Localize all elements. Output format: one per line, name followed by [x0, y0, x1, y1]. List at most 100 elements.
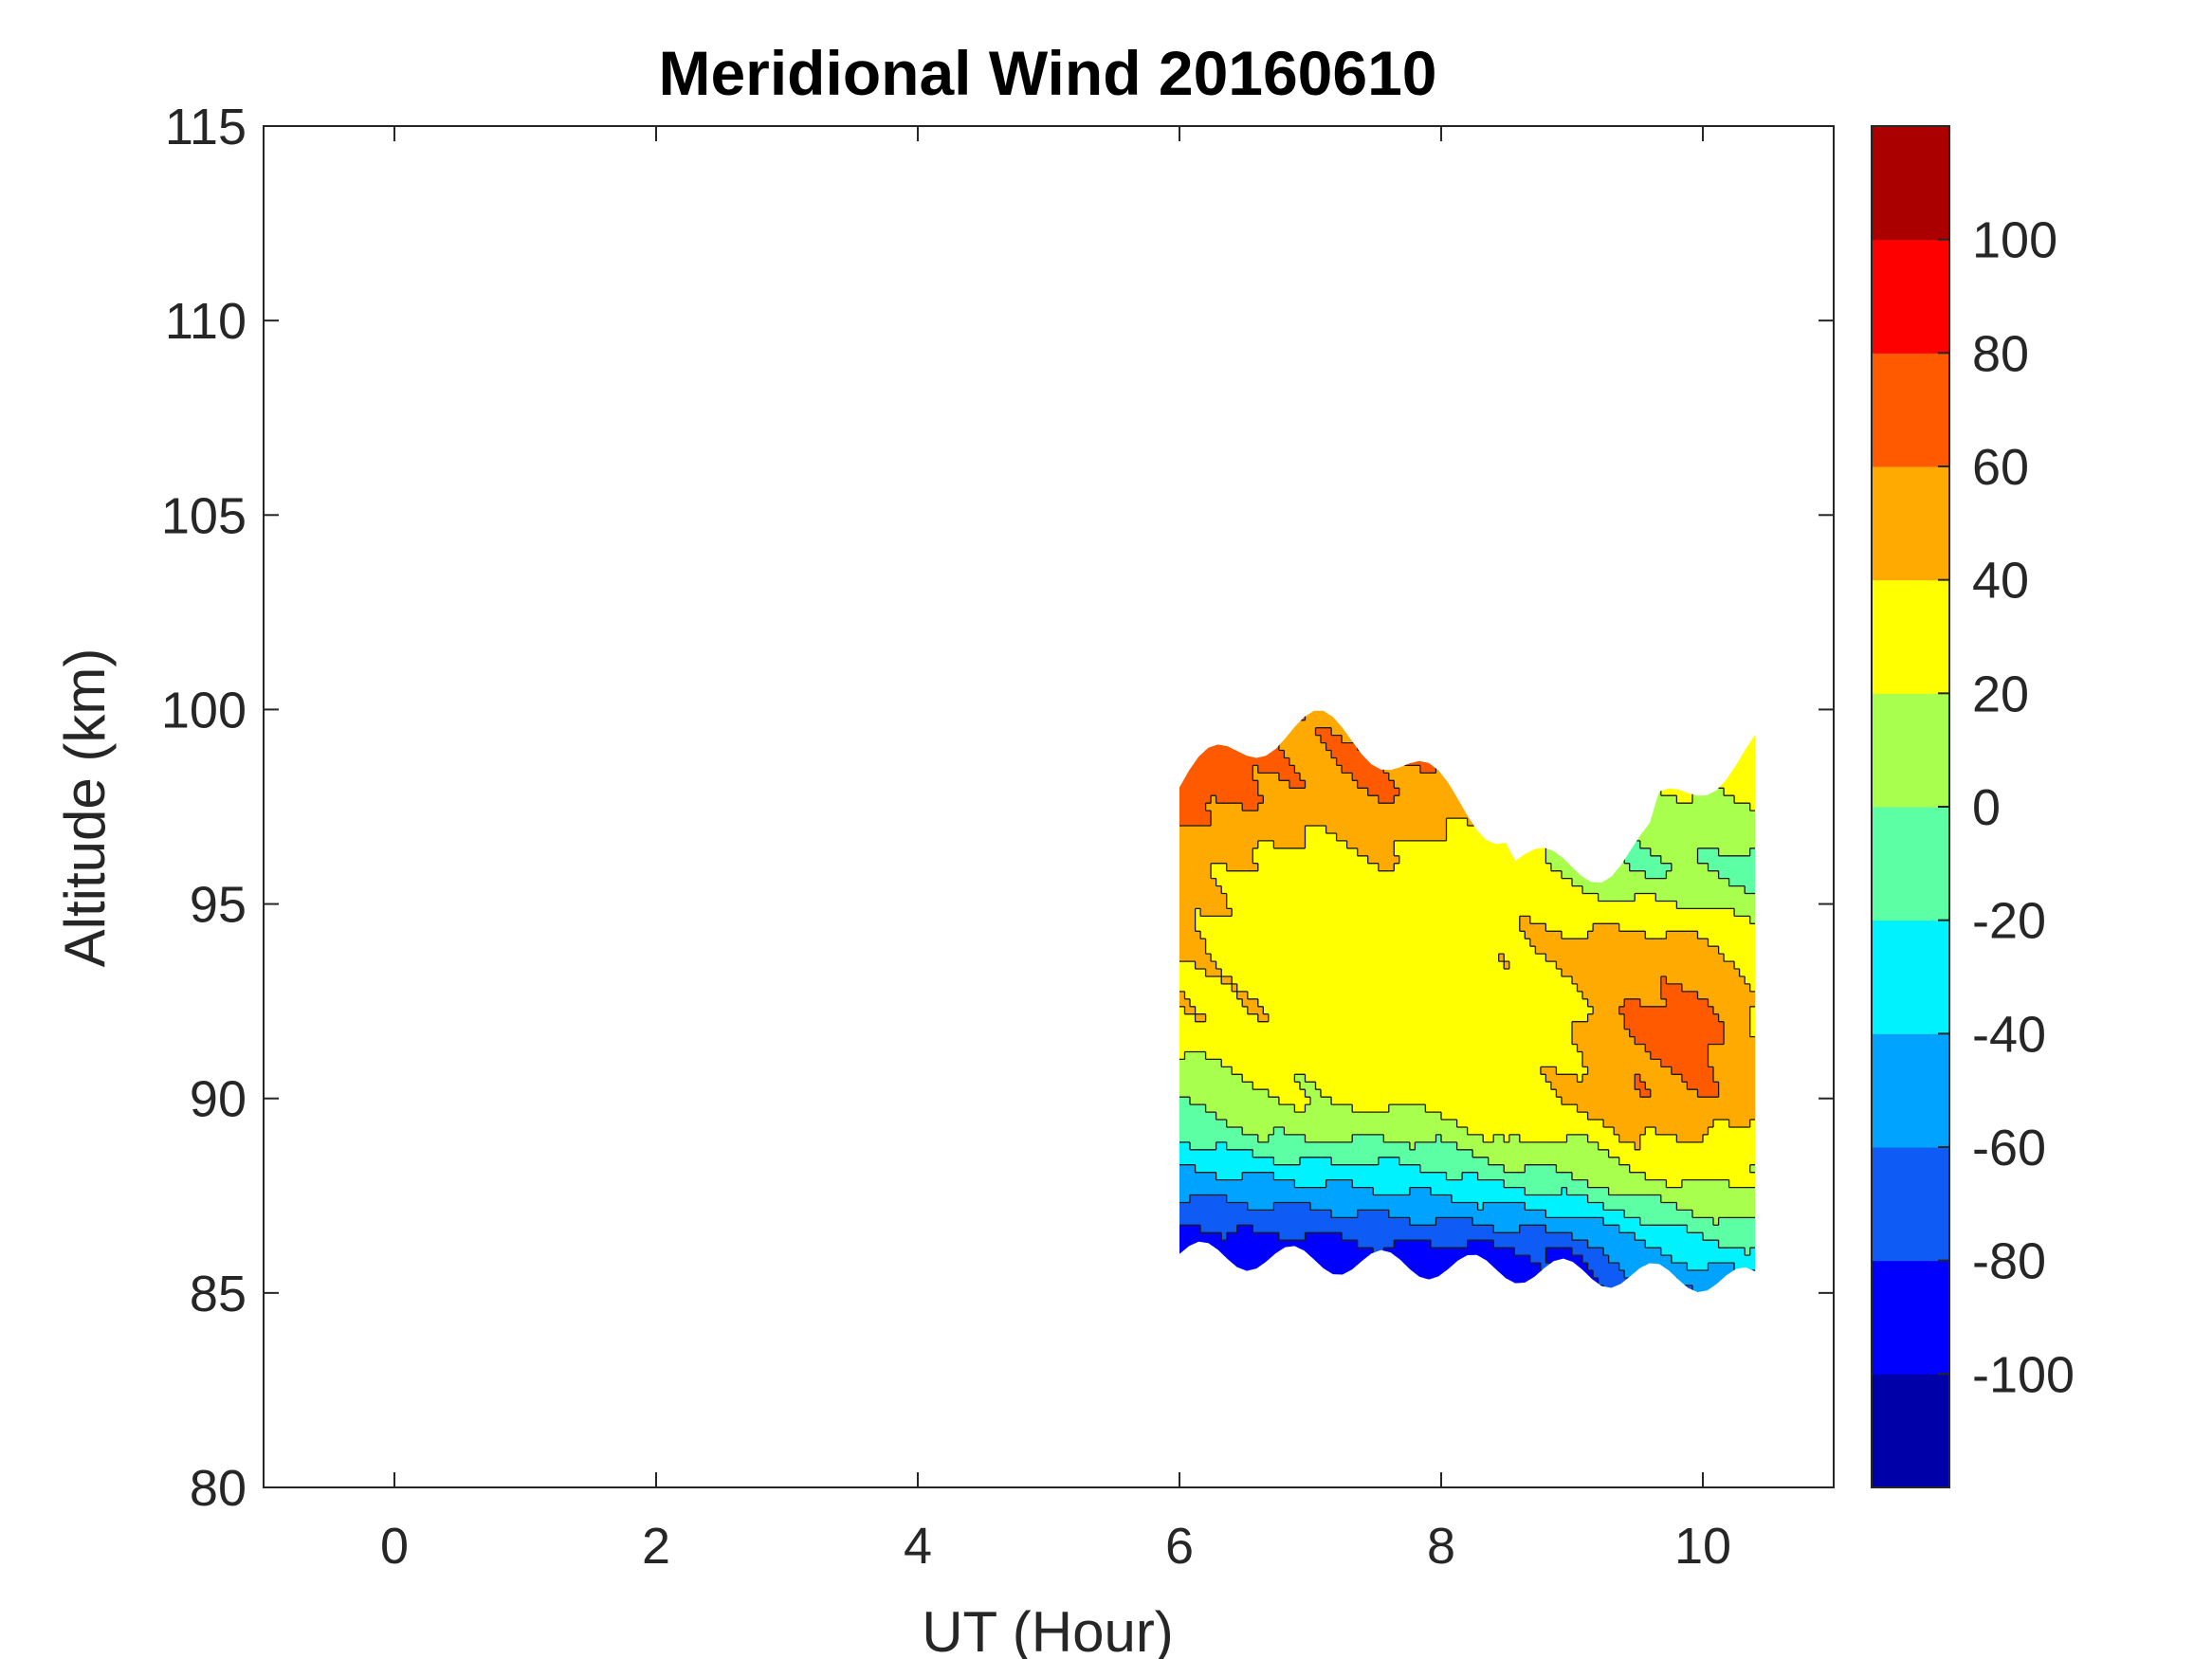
- contour-cell: [1352, 1074, 1359, 1083]
- contour-cell: [1367, 773, 1374, 781]
- contour-cell: [1268, 788, 1274, 796]
- contour-cell: [1315, 818, 1322, 827]
- contour-cell: [1383, 1240, 1390, 1249]
- contour-cell: [1367, 1157, 1374, 1166]
- contour-cell: [1373, 1134, 1380, 1143]
- contour-cell: [1305, 1029, 1311, 1038]
- contour-cell: [1268, 946, 1274, 955]
- contour-cell: [1498, 1006, 1505, 1015]
- contour-cell: [1362, 939, 1369, 947]
- contour-cell: [1331, 1164, 1338, 1174]
- contour-cell: [1435, 1044, 1442, 1053]
- contour-cell: [1331, 855, 1338, 865]
- contour-cell: [1226, 1120, 1233, 1128]
- contour-cell: [1200, 863, 1207, 872]
- contour-cell: [1325, 975, 1332, 985]
- contour-cell: [1346, 1240, 1353, 1249]
- contour-cell: [1325, 826, 1332, 834]
- contour-cell: [1462, 1006, 1469, 1015]
- contour-cell: [1242, 848, 1249, 857]
- contour-cell: [1394, 1097, 1400, 1105]
- contour-cell: [1430, 975, 1437, 985]
- contour-cell: [1357, 765, 1363, 774]
- contour-cell: [1184, 773, 1191, 781]
- contour-cell: [1357, 1097, 1363, 1105]
- contour-cell: [1383, 1134, 1390, 1143]
- contour-cell: [1336, 1021, 1343, 1030]
- contour-cell: [1252, 848, 1259, 857]
- contour-cell: [1273, 1202, 1280, 1212]
- contour-cell: [1419, 773, 1427, 781]
- contour-cell: [1472, 1082, 1479, 1090]
- contour-cell: [1504, 1059, 1510, 1067]
- contour-cell: [1483, 1089, 1490, 1098]
- contour-cell: [1357, 1172, 1363, 1181]
- contour-cell: [1409, 1248, 1416, 1256]
- contour-cell: [1190, 1104, 1197, 1113]
- contour-cell: [1325, 712, 1332, 721]
- contour-cell: [1216, 969, 1222, 977]
- contour-cell: [1452, 923, 1458, 932]
- contour-cell: [1467, 923, 1473, 932]
- contour-cell: [1310, 969, 1317, 977]
- contour-cell: [1190, 765, 1197, 774]
- contour-cell: [1342, 1217, 1348, 1226]
- contour-cell: [1325, 885, 1332, 895]
- contour-cell: [1299, 1194, 1307, 1204]
- contour-cell: [1342, 1194, 1348, 1204]
- contour-cell: [1419, 885, 1427, 895]
- contour-cell: [1268, 1036, 1274, 1046]
- contour-cell: [1483, 1210, 1490, 1218]
- contour-cell: [1342, 1059, 1348, 1067]
- contour-cell: [1367, 878, 1374, 887]
- contour-cell: [1346, 1172, 1353, 1181]
- contour-cell: [1446, 1157, 1453, 1166]
- contour-cell: [1488, 878, 1494, 887]
- contour-cell: [1456, 991, 1463, 1000]
- contour-cell: [1498, 840, 1505, 849]
- contour-cell: [1456, 1172, 1463, 1181]
- contour-cell: [1315, 1021, 1322, 1030]
- contour-cell: [1294, 1172, 1301, 1181]
- contour-cell: [1184, 931, 1191, 939]
- contour-cell: [1493, 983, 1500, 993]
- contour-cell: [1456, 1112, 1463, 1121]
- contour-cell: [1315, 1051, 1322, 1061]
- contour-cell: [1362, 1013, 1369, 1023]
- contour-cell: [1435, 961, 1442, 970]
- contour-cell: [1331, 1097, 1338, 1105]
- contour-cell: [1362, 1104, 1369, 1113]
- contour-cell: [1342, 1013, 1348, 1023]
- contour-cell: [1195, 1021, 1201, 1030]
- contour-cell: [1352, 780, 1359, 789]
- contour-cell: [1362, 1097, 1369, 1105]
- contour-cell: [1200, 1036, 1207, 1046]
- contour-cell: [1294, 946, 1301, 955]
- contour-cell: [1419, 1036, 1427, 1046]
- contour-cell: [1367, 961, 1374, 970]
- contour-cell: [1352, 1036, 1359, 1046]
- contour-cell: [1184, 908, 1191, 917]
- contour-cell: [1472, 1172, 1479, 1181]
- contour-cell: [1216, 1225, 1222, 1233]
- contour-cell: [1342, 1044, 1348, 1053]
- contour-cell: [1404, 1217, 1411, 1226]
- contour-cell: [1483, 870, 1490, 880]
- contour-cell: [1226, 885, 1233, 895]
- contour-cell: [1310, 998, 1317, 1008]
- contour-cell: [1472, 1074, 1479, 1083]
- contour-cell: [1446, 998, 1453, 1008]
- contour-cell: [1352, 1255, 1359, 1264]
- contour-cell: [1342, 832, 1348, 842]
- contour-cell: [1216, 742, 1222, 752]
- contour-cell: [1179, 901, 1186, 910]
- contour-cell: [1441, 1179, 1448, 1189]
- contour-cell: [1472, 983, 1479, 993]
- contour-cell: [1268, 1074, 1274, 1083]
- contour-cell: [1252, 1120, 1259, 1128]
- contour-cell: [1257, 1187, 1264, 1196]
- contour-cell: [1456, 1036, 1463, 1046]
- contour-cell: [1362, 1187, 1369, 1196]
- contour-cell: [1342, 840, 1348, 849]
- contour-cell: [1367, 1248, 1374, 1256]
